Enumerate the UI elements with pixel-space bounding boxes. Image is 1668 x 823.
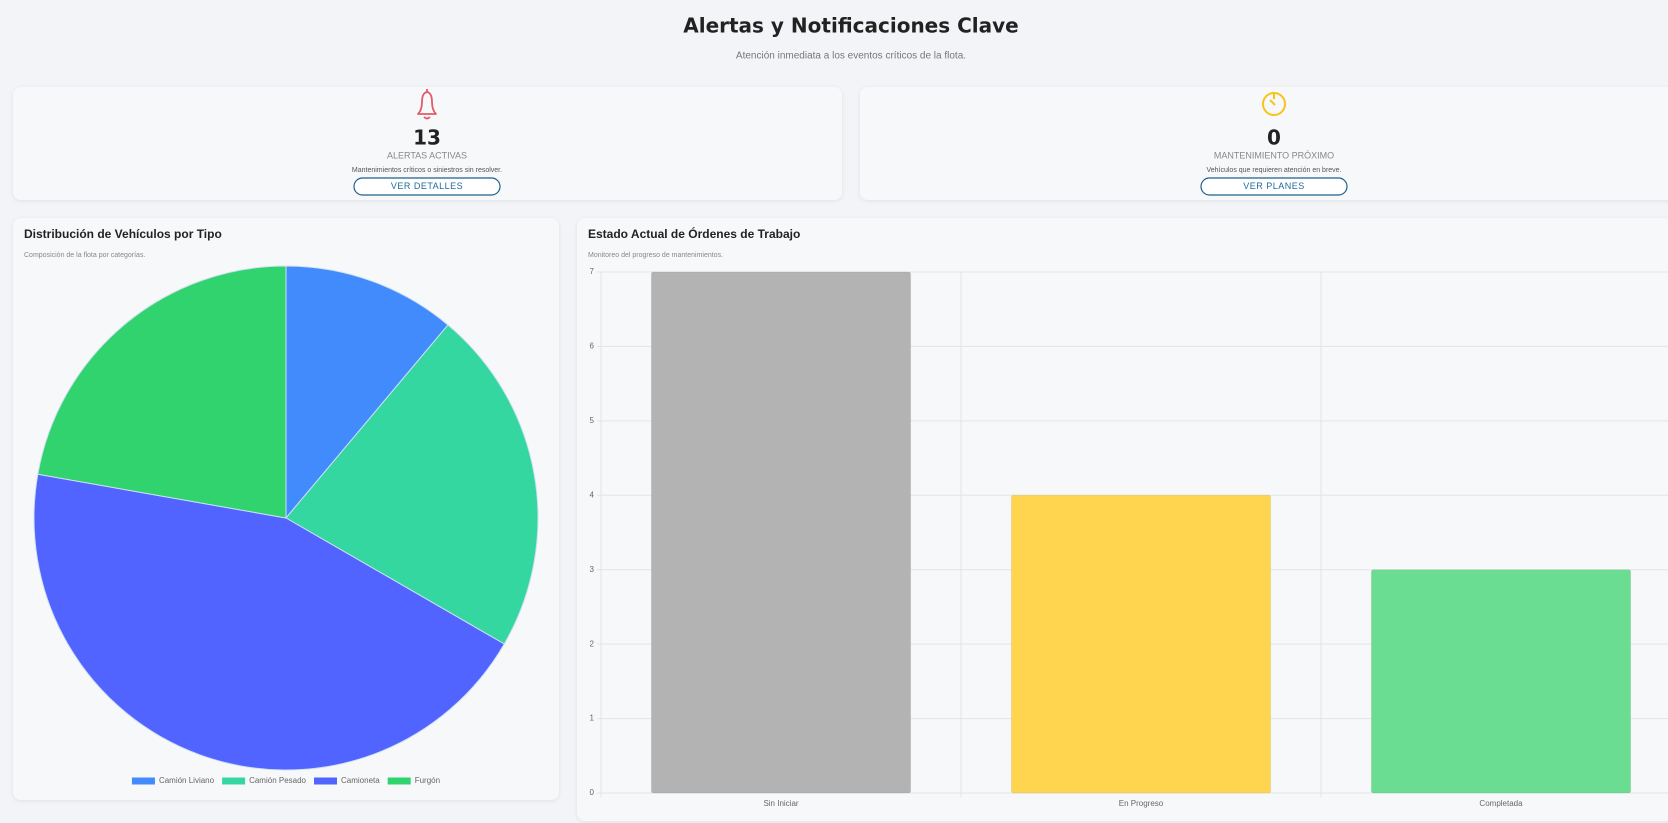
chart-subtitle: Composición de la flota por categorías. [24,252,145,259]
pie-slice [285,324,539,645]
pie-slice [33,473,505,771]
bar [650,271,912,794]
card [860,87,1668,200]
legend-label: Camioneta [341,776,380,785]
legend-label: Furgón [415,776,440,785]
y-tick-label: 4 [590,490,595,499]
legend-swatch [222,777,246,785]
card-value: 13 [413,126,441,150]
chart-subtitle: Monitoreo del progreso de mantenimientos… [588,252,723,259]
y-tick-label: 6 [590,342,595,351]
button-label[interactable]: VER DETALLES [391,181,463,191]
x-tick-label: Sin Iniciar [763,799,798,808]
x-tick-label: En Progreso [1119,799,1164,808]
bell-icon [417,89,437,120]
y-tick-label: 7 [590,267,595,276]
x-tick-label: Completada [1479,799,1523,808]
button-label[interactable]: VER PLANES [1243,181,1305,191]
y-tick-label: 0 [590,788,595,797]
card-value: 0 [1267,126,1281,150]
page-subtitle: Atención inmediata a los eventos crítico… [736,51,966,62]
chart-title: Distribución de Vehículos por Tipo [24,227,222,241]
card-label: MANTENIMIENTO PRÓXIMO [1214,150,1334,160]
bar [1370,569,1632,794]
y-tick-label: 3 [590,565,595,574]
button[interactable] [353,177,501,196]
page-title: Alertas y Notificaciones Clave [683,14,1019,38]
card-description: Vehículos que requieren atención en brev… [1206,167,1341,174]
legend-label: Camión Pesado [249,776,306,785]
bar [1010,494,1272,794]
chart-title: Estado Actual de Órdenes de Trabajo [588,226,800,241]
card-label: ALERTAS ACTIVAS [387,150,467,160]
legend-swatch [314,777,338,785]
y-tick-label: 5 [590,416,595,425]
legend-swatch [131,777,155,785]
legend-label: Camión Liviano [159,776,215,785]
card [13,87,842,200]
timer-icon [1262,92,1286,116]
y-tick-label: 1 [590,714,595,723]
y-tick-label: 2 [590,639,595,648]
legend-swatch [387,777,411,785]
card-description: Mantenimientos críticos o siniestros sin… [352,167,502,174]
pie-slice [37,265,287,519]
pie-slice [285,265,449,520]
button[interactable] [1200,177,1348,196]
